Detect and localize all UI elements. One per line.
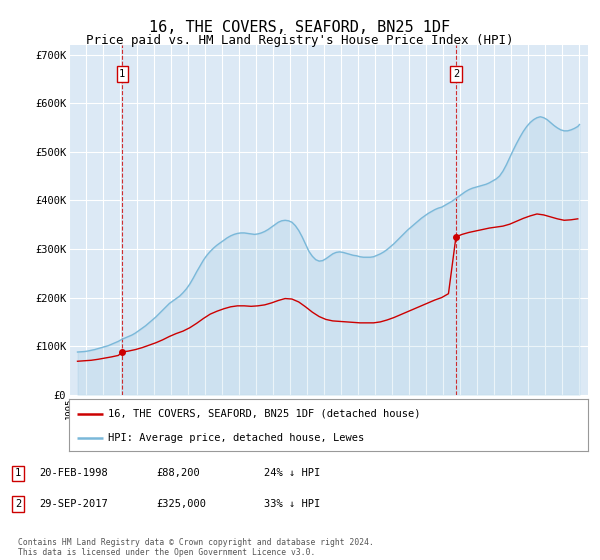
- Text: Price paid vs. HM Land Registry's House Price Index (HPI): Price paid vs. HM Land Registry's House …: [86, 34, 514, 46]
- Text: £88,200: £88,200: [156, 468, 200, 478]
- Text: 24% ↓ HPI: 24% ↓ HPI: [264, 468, 320, 478]
- Text: £325,000: £325,000: [156, 499, 206, 509]
- Text: HPI: Average price, detached house, Lewes: HPI: Average price, detached house, Lewe…: [108, 433, 364, 443]
- Text: 1: 1: [15, 468, 21, 478]
- Text: 20-FEB-1998: 20-FEB-1998: [39, 468, 108, 478]
- Text: 2: 2: [453, 69, 459, 79]
- Text: Contains HM Land Registry data © Crown copyright and database right 2024.
This d: Contains HM Land Registry data © Crown c…: [18, 538, 374, 557]
- Text: 1: 1: [119, 69, 125, 79]
- Text: 33% ↓ HPI: 33% ↓ HPI: [264, 499, 320, 509]
- Text: 29-SEP-2017: 29-SEP-2017: [39, 499, 108, 509]
- Text: 16, THE COVERS, SEAFORD, BN25 1DF (detached house): 16, THE COVERS, SEAFORD, BN25 1DF (detac…: [108, 409, 421, 419]
- Text: 16, THE COVERS, SEAFORD, BN25 1DF: 16, THE COVERS, SEAFORD, BN25 1DF: [149, 20, 451, 35]
- Text: 2: 2: [15, 499, 21, 509]
